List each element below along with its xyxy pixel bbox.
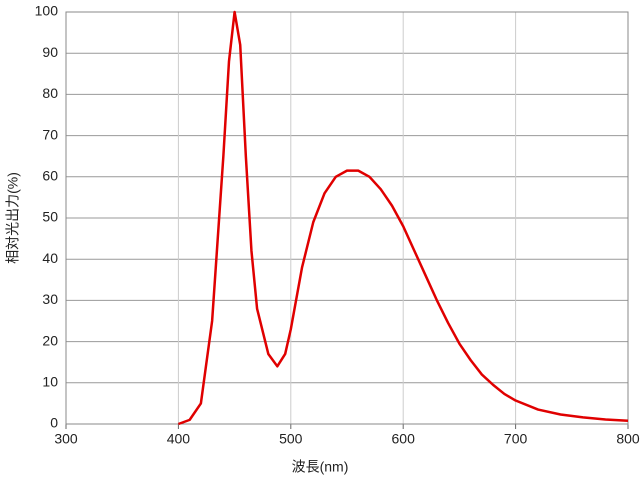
x-tick-label: 800 bbox=[616, 431, 640, 447]
x-tick-label: 600 bbox=[392, 431, 416, 447]
y-tick-label: 80 bbox=[42, 85, 58, 101]
x-axis-label: 波長(nm) bbox=[292, 459, 349, 475]
y-tick-label: 10 bbox=[42, 374, 58, 390]
data-line bbox=[177, 10, 629, 426]
y-tick-label: 30 bbox=[42, 291, 58, 307]
y-tick-label: 20 bbox=[42, 332, 58, 348]
x-tick-label: 700 bbox=[504, 431, 528, 447]
x-tick-label: 400 bbox=[167, 431, 191, 447]
y-tick-label: 90 bbox=[42, 44, 58, 60]
plot-frame bbox=[65, 11, 629, 425]
x-tick-label: 300 bbox=[54, 431, 78, 447]
y-tick-label: 60 bbox=[42, 168, 58, 184]
y-tick-label: 0 bbox=[50, 415, 58, 431]
y-tick-label: 70 bbox=[42, 126, 58, 142]
y-axis-label: 相対光出力(%) bbox=[5, 172, 21, 264]
y-tick-label: 40 bbox=[42, 250, 58, 266]
y-tick-label: 100 bbox=[35, 3, 59, 19]
x-tick-label: 500 bbox=[279, 431, 303, 447]
y-tick-label: 50 bbox=[42, 209, 58, 225]
